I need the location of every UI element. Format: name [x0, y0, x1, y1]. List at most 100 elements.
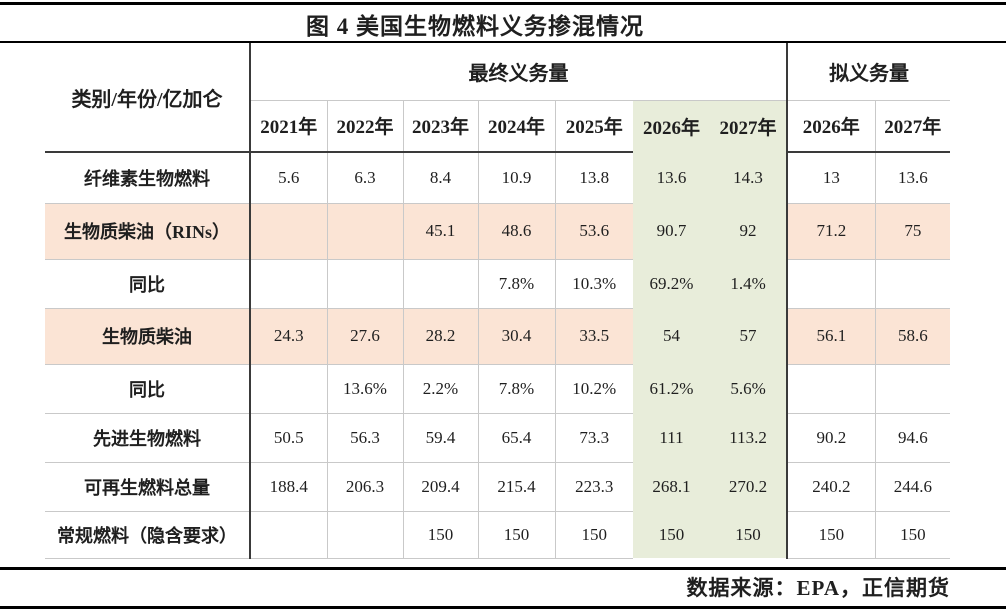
data-cell: 73.3 — [555, 413, 634, 463]
table-row: 生物质柴油（RINs） 45.1 48.6 53.6 90.7 92 71.2 75 — [45, 203, 951, 260]
table-row: 纤维素生物燃料 5.6 6.3 8.4 10.9 13.8 13.6 14.3 13 13.6 — [45, 152, 951, 204]
row-label: 常规燃料（隐含要求） — [45, 511, 251, 559]
data-cell — [787, 364, 876, 414]
data-cell: 14.3 — [710, 152, 789, 203]
year-header: 2024年 — [478, 99, 556, 153]
table-row: 同比 7.8% 10.3% 69.2% 1.4% — [45, 259, 951, 309]
data-cell: 8.4 — [403, 152, 479, 204]
data-cell: 90.2 — [787, 413, 876, 463]
data-cell: 27.6 — [327, 308, 404, 365]
data-cell: 111 — [633, 413, 711, 462]
data-cell: 13 — [787, 152, 876, 204]
data-cell: 50.5 — [250, 413, 328, 463]
data-cell: 13.6% — [327, 364, 404, 414]
group-header-row: 类别/年份/亿加仑 最终义务量 拟义务量 — [45, 43, 950, 153]
year-header: 2027年 — [710, 99, 789, 153]
data-cell: 240.2 — [787, 462, 876, 512]
year-header: 2021年 — [250, 99, 328, 153]
data-cell: 10.2% — [555, 364, 634, 414]
row-label: 先进生物燃料 — [45, 413, 251, 463]
data-cell: 223.3 — [555, 462, 634, 512]
year-header: 2026年 — [633, 99, 711, 153]
table-row: 生物质柴油 24.3 27.6 28.2 30.4 33.5 54 57 56.1 58.6 — [45, 308, 951, 365]
data-cell: 150 — [875, 511, 951, 559]
data-cell: 7.8% — [478, 259, 556, 309]
data-cell: 209.4 — [403, 462, 479, 512]
data-cell — [250, 203, 328, 260]
group-header-proposed: 拟义务量 — [829, 62, 910, 85]
data-cell — [327, 203, 404, 260]
data-cell: 206.3 — [327, 462, 404, 512]
row-label: 同比 — [45, 259, 251, 309]
data-cell: 48.6 — [478, 203, 556, 260]
row-label: 可再生燃料总量 — [45, 462, 251, 512]
data-cell: 150 — [478, 511, 556, 559]
data-cell: 69.2% — [633, 259, 711, 308]
data-cell: 215.4 — [478, 462, 556, 512]
data-cell — [250, 259, 328, 309]
data-cell: 24.3 — [250, 308, 328, 365]
data-cell: 150 — [555, 511, 634, 559]
year-header-row: 2021年 2022年 2023年 2024年 2025年 2026年 2027年 2026年… — [45, 99, 951, 153]
data-cell — [327, 259, 404, 309]
data-cell: 268.1 — [633, 462, 711, 511]
top-rule — [0, 2, 1006, 5]
data-cell: 2.2% — [403, 364, 479, 414]
table-row: 常规燃料（隐含要求） 150 150 150 150 150 150 150 — [45, 511, 951, 559]
data-cell — [875, 259, 951, 309]
data-cell: 58.6 — [875, 308, 951, 365]
data-cell: 33.5 — [555, 308, 634, 365]
year-header: 2027年 — [875, 99, 951, 153]
data-cell: 150 — [633, 511, 711, 558]
data-cell: 13.6 — [875, 152, 951, 204]
row-label: 同比 — [45, 364, 251, 414]
table-row: 同比 13.6% 2.2% 7.8% 10.2% 61.2% 5.6% — [45, 364, 951, 414]
page-bottom-rule — [0, 606, 1006, 609]
row-label: 生物质柴油 — [45, 308, 251, 365]
data-cell — [250, 364, 328, 414]
data-cell: 7.8% — [478, 364, 556, 414]
corner-header: 类别/年份/亿加仑 — [45, 43, 251, 153]
data-cell: 5.6 — [250, 152, 328, 204]
data-cell — [250, 511, 328, 559]
data-cell: 6.3 — [327, 152, 404, 204]
year-header: 2023年 — [403, 99, 479, 153]
data-cell — [787, 259, 876, 309]
data-cell: 53.6 — [555, 203, 634, 260]
data-table: 类别/年份/亿加仑 最终义务量 拟义务量 2021年 2022年 2023年 2024… — [45, 43, 951, 559]
data-cell — [875, 364, 951, 414]
figure-title: 图 4 美国生物燃料义务掺混情况 — [306, 14, 644, 39]
data-cell: 5.6% — [710, 364, 789, 413]
data-cell: 56.3 — [327, 413, 404, 463]
table-row: 先进生物燃料 50.5 56.3 59.4 65.4 73.3 111 113.2 90.2 94… — [45, 413, 951, 463]
data-cell: 270.2 — [710, 462, 789, 511]
source-note: 数据来源：EPA，正信期货 — [686, 576, 950, 600]
year-header: 2025年 — [555, 99, 634, 153]
table-row: 可再生燃料总量 188.4 206.3 209.4 215.4 223.3 268.1 270… — [45, 462, 951, 512]
data-cell: 75 — [875, 203, 951, 260]
data-cell: 54 — [633, 308, 711, 364]
year-header: 2026年 — [787, 99, 876, 153]
data-cell: 150 — [787, 511, 876, 559]
data-cell: 150 — [710, 511, 789, 558]
data-cell: 10.3% — [555, 259, 634, 309]
data-cell: 94.6 — [875, 413, 951, 463]
data-cell: 28.2 — [403, 308, 479, 365]
data-cell: 1.4% — [710, 259, 789, 308]
title-underline-rule — [0, 41, 1006, 43]
data-cell: 13.8 — [555, 152, 634, 204]
data-cell — [327, 511, 404, 559]
data-cell: 90.7 — [633, 203, 711, 259]
year-header: 2022年 — [327, 99, 404, 153]
data-cell: 92 — [710, 203, 789, 259]
data-cell: 56.1 — [787, 308, 876, 365]
data-cell: 59.4 — [403, 413, 479, 463]
data-cell: 61.2% — [633, 364, 711, 413]
data-cell: 57 — [710, 308, 789, 364]
data-cell: 13.6 — [633, 152, 711, 203]
data-cell: 244.6 — [875, 462, 951, 512]
data-cell: 150 — [403, 511, 479, 559]
data-cell: 65.4 — [478, 413, 556, 463]
data-cell: 10.9 — [478, 152, 556, 204]
